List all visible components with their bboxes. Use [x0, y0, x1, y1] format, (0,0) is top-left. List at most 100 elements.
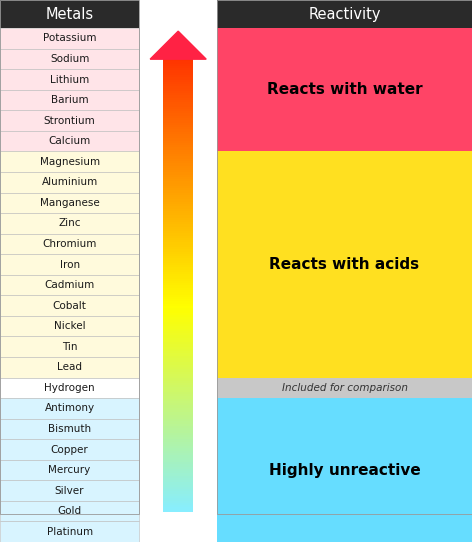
Bar — [163, 289, 193, 292]
Bar — [163, 138, 193, 141]
Bar — [163, 357, 193, 360]
Bar — [0, 337, 139, 357]
Bar — [163, 122, 193, 125]
Bar — [163, 217, 193, 220]
Bar — [163, 339, 193, 342]
Text: Manganese: Manganese — [40, 198, 100, 208]
Bar — [163, 369, 193, 371]
Bar — [163, 294, 193, 297]
Bar — [163, 470, 193, 473]
Bar — [0, 460, 139, 480]
Bar — [0, 316, 139, 337]
Text: Nickel: Nickel — [54, 321, 85, 331]
Bar — [163, 174, 193, 177]
Bar — [163, 206, 193, 209]
Bar — [163, 287, 193, 290]
Bar — [163, 163, 193, 165]
Text: Highly unreactive: Highly unreactive — [269, 462, 421, 478]
Bar — [163, 120, 193, 122]
Bar — [163, 190, 193, 193]
Bar — [163, 480, 193, 482]
Bar — [0, 275, 139, 295]
Bar — [163, 335, 193, 338]
Bar — [163, 439, 193, 442]
Bar — [163, 473, 193, 476]
Bar — [163, 398, 193, 401]
Bar — [163, 351, 193, 353]
Bar — [217, 28, 472, 152]
Bar — [163, 136, 193, 138]
Bar — [163, 244, 193, 247]
Bar — [163, 321, 193, 324]
Bar — [163, 249, 193, 251]
Bar — [163, 145, 193, 147]
Bar — [163, 448, 193, 451]
Bar — [0, 49, 139, 69]
Text: Gold: Gold — [58, 506, 82, 516]
Bar — [0, 521, 139, 542]
Bar — [163, 324, 193, 326]
Bar — [163, 276, 193, 279]
Bar — [0, 111, 139, 131]
Bar — [163, 360, 193, 363]
Bar — [163, 303, 193, 306]
Bar — [163, 283, 193, 286]
Bar — [163, 195, 193, 197]
Text: Antimony: Antimony — [44, 403, 95, 414]
Text: Barium: Barium — [51, 95, 88, 105]
Bar — [163, 346, 193, 349]
Bar — [163, 314, 193, 317]
Bar — [163, 382, 193, 385]
Bar — [163, 393, 193, 396]
Bar — [163, 91, 193, 93]
Bar — [163, 172, 193, 175]
Bar — [163, 500, 193, 503]
Bar — [163, 421, 193, 423]
Bar — [163, 317, 193, 319]
Bar — [163, 176, 193, 179]
Bar — [163, 104, 193, 107]
Bar — [163, 468, 193, 471]
Bar — [163, 455, 193, 457]
Bar — [163, 489, 193, 492]
Bar — [163, 118, 193, 120]
Bar — [163, 509, 193, 512]
Bar — [163, 197, 193, 199]
Bar — [163, 416, 193, 419]
Bar — [163, 160, 193, 163]
Text: Aluminium: Aluminium — [42, 177, 98, 188]
Text: Bismuth: Bismuth — [48, 424, 91, 434]
Bar — [163, 353, 193, 356]
Bar — [163, 220, 193, 222]
Bar — [163, 418, 193, 421]
Bar — [163, 66, 193, 68]
Bar — [163, 491, 193, 494]
Bar — [163, 466, 193, 469]
Text: Sodium: Sodium — [50, 54, 89, 64]
Bar — [163, 414, 193, 417]
Bar — [163, 260, 193, 263]
Bar — [0, 234, 139, 254]
Bar — [163, 319, 193, 322]
Text: Reactivity: Reactivity — [308, 7, 381, 22]
Text: Reacts with water: Reacts with water — [267, 82, 422, 98]
Bar — [163, 204, 193, 207]
Bar — [163, 226, 193, 229]
Text: Strontium: Strontium — [44, 115, 95, 126]
Text: Potassium: Potassium — [43, 34, 96, 43]
Bar — [163, 258, 193, 261]
Bar — [163, 482, 193, 485]
Bar — [163, 127, 193, 130]
Bar — [0, 28, 139, 49]
Bar — [163, 396, 193, 399]
Bar — [163, 478, 193, 480]
Bar — [163, 251, 193, 254]
Bar — [163, 387, 193, 390]
Bar — [163, 102, 193, 105]
Bar — [0, 439, 139, 460]
Bar — [217, 0, 472, 28]
Bar — [163, 264, 193, 267]
Bar — [163, 312, 193, 315]
Bar — [163, 285, 193, 288]
Bar — [163, 93, 193, 95]
